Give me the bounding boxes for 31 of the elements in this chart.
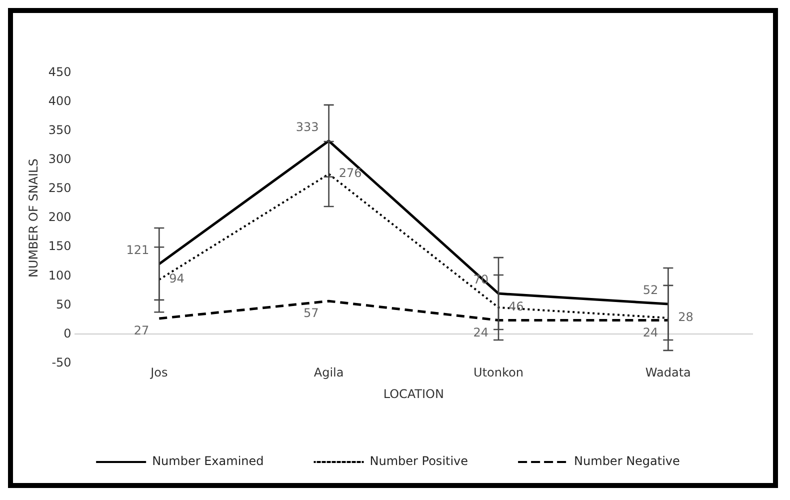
- x-axis-title: LOCATION: [383, 386, 444, 401]
- y-axis-title: NUMBER OF SNAILS: [26, 158, 40, 278]
- data-label: 27: [134, 324, 150, 338]
- data-label: 46: [508, 300, 524, 314]
- data-label: 57: [304, 306, 319, 320]
- y-tick-label: -50: [52, 355, 72, 370]
- y-tick-label: 100: [48, 268, 72, 282]
- data-label: 52: [642, 283, 658, 298]
- y-tick-label: 0: [64, 326, 72, 340]
- y-tick-label: 350: [48, 123, 72, 138]
- data-label: 24: [473, 325, 488, 340]
- data-label: 276: [338, 166, 362, 180]
- x-tick-label: Agila: [314, 366, 344, 380]
- data-label: 121: [126, 243, 150, 258]
- y-tick-label: 300: [48, 152, 72, 166]
- legend-label: Number Negative: [574, 454, 680, 468]
- x-tick-label: Utonkon: [474, 366, 524, 380]
- data-label: 333: [296, 120, 319, 134]
- y-tick-label: 150: [48, 239, 72, 254]
- y-tick-label: 250: [48, 181, 72, 196]
- x-tick-label: Jos: [150, 366, 168, 380]
- data-label: 24: [642, 325, 658, 340]
- legend-label: Number Positive: [370, 454, 468, 468]
- y-tick-label: 50: [56, 297, 72, 312]
- data-label: 94: [169, 272, 184, 286]
- y-tick-label: 400: [48, 94, 72, 108]
- data-label: 28: [678, 310, 694, 324]
- x-tick-label: Wadata: [645, 366, 691, 380]
- y-tick-label: 200: [48, 210, 72, 224]
- y-tick-label: 450: [48, 65, 72, 80]
- legend-label: Number Examined: [152, 454, 264, 468]
